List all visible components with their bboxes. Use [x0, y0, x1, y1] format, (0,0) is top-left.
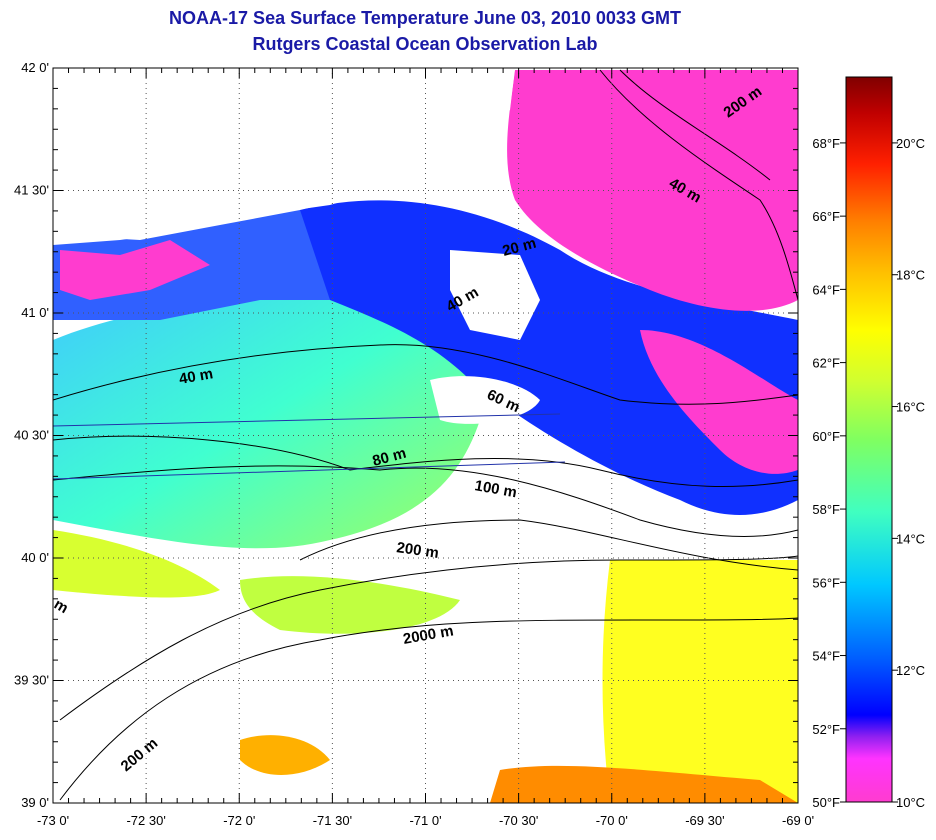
fahrenheit-label: 52°F: [812, 722, 840, 737]
lon-tick-label: -69 30': [685, 813, 724, 828]
lon-tick-label: -72 0': [223, 813, 255, 828]
sst-magenta-region: [507, 70, 798, 311]
celsius-label: 14°C: [896, 531, 925, 546]
sst-blue-region: [296, 200, 798, 516]
fahrenheit-label: 54°F: [812, 649, 840, 664]
lon-tick-label: -71 30': [313, 813, 352, 828]
transect-line: [53, 461, 566, 480]
sst-orange-region: [240, 735, 330, 775]
celsius-label: 16°C: [896, 400, 925, 415]
lat-tick-label: 39 30': [14, 673, 49, 688]
lat-tick-label: 41 30': [14, 183, 49, 198]
sst-yellow-region: [53, 530, 220, 598]
map-subtitle: Rutgers Coastal Ocean Observation Lab: [252, 34, 598, 54]
lon-tick-label: -69 0': [782, 813, 814, 828]
map-title: NOAA-17 Sea Surface Temperature June 03,…: [169, 8, 681, 28]
lon-tick-label: -72 30': [126, 813, 165, 828]
celsius-label: 12°C: [896, 663, 925, 678]
map-grid: [53, 68, 798, 803]
sst-yellow-region: [240, 576, 460, 634]
cloud-region: [430, 376, 540, 424]
sst-magenta-region: [60, 240, 210, 300]
lon-tick-label: -70 0': [596, 813, 628, 828]
sst-orange-region: [490, 765, 798, 803]
lon-tick-label: -73 0': [37, 813, 69, 828]
transect-line: [53, 413, 561, 427]
land-region: [53, 68, 515, 245]
lat-tick-label: 41 0': [21, 305, 49, 320]
fahrenheit-label: 62°F: [812, 356, 840, 371]
contour-label: 200 m: [395, 539, 439, 562]
colorbar: [845, 76, 893, 803]
fahrenheit-label: 60°F: [812, 429, 840, 444]
lat-tick-label: 39 0': [21, 795, 49, 810]
lat-tick-label: 40 0': [21, 550, 49, 565]
fahrenheit-label: 66°F: [812, 209, 840, 224]
lon-tick-label: -70 30': [499, 813, 538, 828]
fahrenheit-label: 58°F: [812, 502, 840, 517]
lat-tick-label: 42 0': [21, 60, 49, 75]
colorbar-labels: 20°C 18°C 16°C 14°C 12°C 10°C 68°F 66°F 64°F 62°F…: [812, 136, 925, 810]
frame-ticks: [52, 67, 799, 804]
lat-tick-label: 40 30': [14, 428, 49, 443]
sst-cyan-region: [53, 280, 480, 549]
sst-map: 200 m 40 m 20 m 40 m 40 m 60 m 80 m 100 …: [53, 68, 798, 803]
lon-tick-label: -71 0': [409, 813, 441, 828]
cloud-region: [450, 250, 540, 340]
sst-magenta-region: [640, 330, 798, 474]
fahrenheit-label: 64°F: [812, 282, 840, 297]
fahrenheit-label: 50°F: [812, 795, 840, 810]
fahrenheit-label: 56°F: [812, 575, 840, 590]
celsius-label: 10°C: [896, 795, 925, 810]
bathymetry-contours: [53, 69, 798, 801]
axis-labels: -73 0' -72 30' -72 0' -71 30' -71 0' -70 30' -…: [14, 60, 814, 828]
celsius-label: 20°C: [896, 136, 925, 151]
celsius-label: 18°C: [896, 268, 925, 283]
sst-yellow-region: [602, 560, 798, 803]
contour-label: 40 m: [178, 365, 215, 388]
fahrenheit-label: 68°F: [812, 136, 840, 151]
